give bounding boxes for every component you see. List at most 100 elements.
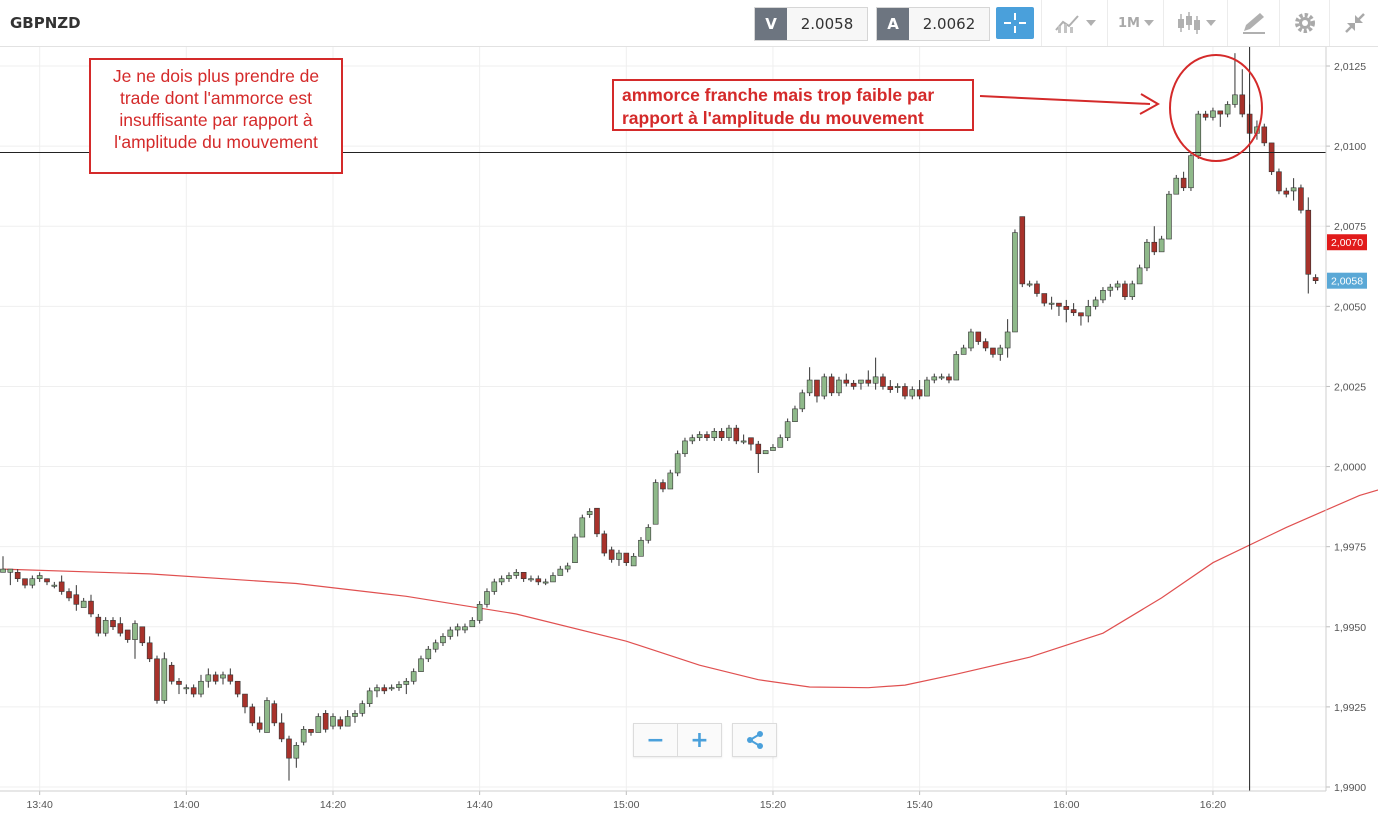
settings-button[interactable] xyxy=(1279,0,1330,46)
candle-body-bear xyxy=(865,379,872,384)
candle xyxy=(205,668,212,688)
zoom-out-button[interactable]: − xyxy=(634,724,677,756)
fullscreen-icon xyxy=(1344,13,1365,33)
candle-body-bull xyxy=(440,636,446,644)
candle xyxy=(1063,299,1070,323)
moving-average-layer xyxy=(2,489,1378,689)
candle-body-bull xyxy=(1224,104,1231,115)
candle xyxy=(359,700,366,717)
chevron-down-icon xyxy=(1086,20,1096,26)
candle-body-bull xyxy=(630,555,637,567)
candle xyxy=(1078,312,1084,326)
sell-quote[interactable]: V 2.0058 xyxy=(754,7,868,41)
candle-body-bull xyxy=(425,648,432,660)
candle-body-bear xyxy=(95,616,102,634)
candle-body-bear xyxy=(381,687,388,692)
candle xyxy=(660,479,666,493)
candle-body-bull xyxy=(1188,155,1194,189)
candle-body-bull xyxy=(1085,306,1092,317)
candle-body-bull xyxy=(374,687,380,692)
candle-body-bear xyxy=(1239,94,1246,115)
candle-body-bull xyxy=(997,347,1004,355)
candle-body-bull xyxy=(359,703,366,714)
candle-body-bear xyxy=(902,386,908,397)
candle-body-bull xyxy=(740,440,747,443)
candle-body-bear xyxy=(1122,283,1128,298)
candle-body-bull xyxy=(1026,283,1033,286)
annotation-note-left[interactable]: Je ne dois plus prendre de trade dont l'… xyxy=(89,58,343,174)
price-chart[interactable]: 2,0125 2,0100 2,0075 2,0050 2,0025 2,0000 1,99… xyxy=(0,47,1378,822)
candle-body-bear xyxy=(73,594,80,605)
candle xyxy=(1232,53,1238,108)
candle-body-bear xyxy=(975,331,982,342)
candle-body-bull xyxy=(36,575,43,580)
candles-layer xyxy=(0,53,1319,781)
candle xyxy=(1166,190,1172,240)
symbol-title: GBPNZD xyxy=(10,14,81,32)
timeframe-selector[interactable]: 1M xyxy=(1107,0,1164,46)
candle-body-bull xyxy=(330,716,336,727)
candle-body-bear xyxy=(1063,306,1070,310)
candle-body-bull xyxy=(616,552,622,560)
share-controls xyxy=(732,723,777,757)
candle-body-bull xyxy=(858,379,864,384)
candle xyxy=(154,655,160,704)
candle-body-bear xyxy=(748,437,754,445)
annotation-arrow-line[interactable] xyxy=(979,95,1151,105)
candle-body-bull xyxy=(799,392,806,410)
chart-type-button[interactable] xyxy=(1163,0,1228,46)
candle-body-bull xyxy=(1144,241,1150,269)
candle xyxy=(337,716,344,730)
candle xyxy=(601,530,608,557)
zoom-in-button[interactable]: + xyxy=(677,724,721,756)
indicators-button[interactable] xyxy=(1041,0,1108,46)
candle xyxy=(88,594,94,618)
candle xyxy=(1290,178,1297,201)
candle xyxy=(14,569,21,582)
candle-body-bull xyxy=(579,517,586,538)
crosshair-button[interactable] xyxy=(996,7,1034,39)
candle-body-bear xyxy=(1151,241,1158,253)
candle xyxy=(858,379,864,390)
candle xyxy=(1019,216,1026,288)
candle xyxy=(1268,142,1275,175)
candle-body-bull xyxy=(220,674,226,679)
candle xyxy=(579,514,586,538)
candle-body-bear xyxy=(733,427,740,442)
candle xyxy=(740,434,747,445)
candle-body-bear xyxy=(110,620,116,628)
candle xyxy=(22,578,28,589)
fullscreen-button[interactable] xyxy=(1329,0,1378,46)
candle-body-bear xyxy=(814,379,820,397)
candle-body-bull xyxy=(726,427,732,439)
candle xyxy=(674,450,681,477)
share-button[interactable] xyxy=(733,724,776,756)
candle-body-bull xyxy=(762,450,769,455)
candle xyxy=(931,373,938,384)
buy-quote[interactable]: A 2.0062 xyxy=(876,7,990,41)
crosshair-icon xyxy=(1004,13,1026,33)
candle-body-bull xyxy=(1195,113,1202,157)
annotation-note-right[interactable]: ammorce franche mais trop faible par rap… xyxy=(612,79,974,131)
candle-body-bear xyxy=(58,581,65,592)
annotation-circle[interactable] xyxy=(1169,54,1263,162)
candle-body-bear xyxy=(14,572,21,580)
draw-button[interactable] xyxy=(1227,0,1280,46)
candle-body-bull xyxy=(396,684,402,688)
candle xyxy=(381,684,388,695)
candle xyxy=(828,373,835,397)
candle xyxy=(161,652,168,704)
candle-body-bull xyxy=(410,671,417,682)
candle-body-bear xyxy=(718,431,725,439)
header-bar: GBPNZD V 2.0058 A 2.0062 1M xyxy=(0,0,1378,47)
candle xyxy=(190,684,197,698)
candle xyxy=(784,418,791,441)
x-tick-label: 15:00 xyxy=(613,799,639,811)
price-label: 2,0058 xyxy=(1331,276,1363,288)
candle xyxy=(924,376,930,397)
candle xyxy=(894,383,901,393)
candle-body-bull xyxy=(1232,94,1238,105)
candle-body-bull xyxy=(931,376,938,381)
x-tick-label: 14:20 xyxy=(320,799,346,811)
candle-body-bull xyxy=(352,712,358,717)
